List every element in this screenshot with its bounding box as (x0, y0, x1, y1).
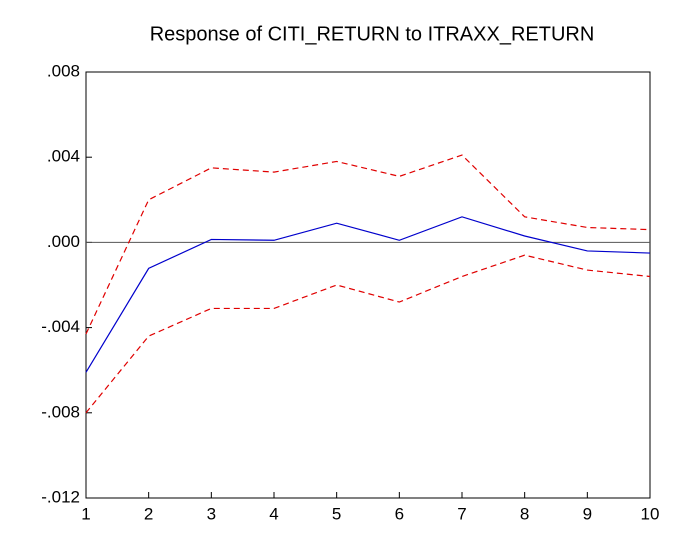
x-tick-label: 6 (395, 504, 404, 523)
y-tick-label: .000 (47, 232, 80, 251)
chart-title: Response of CITI_RETURN to ITRAXX_RETURN (150, 23, 595, 45)
x-tick-label: 7 (457, 504, 466, 523)
x-tick-label: 3 (207, 504, 216, 523)
x-tick-label: 1 (81, 504, 90, 523)
x-tick-label: 5 (332, 504, 341, 523)
x-tick-label: 4 (269, 504, 278, 523)
y-tick-label: .004 (47, 147, 80, 166)
series-line (85, 254, 651, 414)
series-line (85, 154, 651, 335)
plot-frame (85, 71, 651, 499)
x-tick-label: 10 (641, 504, 660, 523)
series-line (85, 216, 651, 373)
x-tick-label: 2 (144, 504, 153, 523)
y-tick-label: .008 (47, 61, 80, 80)
x-tick-label: 9 (583, 504, 592, 523)
y-tick-label: -.004 (41, 317, 80, 336)
y-tick-label: -.008 (41, 402, 80, 421)
y-tick-label: -.012 (41, 487, 80, 506)
x-tick-label: 8 (520, 504, 529, 523)
